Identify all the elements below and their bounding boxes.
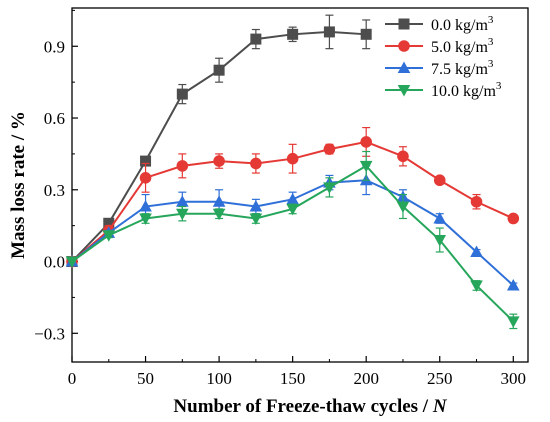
data-point <box>323 182 336 194</box>
y-axis-title: Mass loss rate / % <box>8 111 29 259</box>
x-tick-label: 150 <box>280 369 306 388</box>
series-3 <box>65 150 520 330</box>
data-point <box>323 143 336 155</box>
data-point <box>397 150 409 163</box>
x-tick-label: 0 <box>68 369 77 388</box>
data-point <box>396 201 410 214</box>
legend-label-superscript: 3 <box>496 80 502 92</box>
data-point <box>433 211 447 224</box>
y-tick-label: 0.6 <box>44 109 65 128</box>
legend-label-text: 7.5 kg/m <box>431 61 488 78</box>
data-point <box>470 195 483 208</box>
x-axis-title-text: Number of Freeze-thaw cycles / <box>173 396 432 417</box>
data-point <box>139 200 152 212</box>
data-point <box>433 174 446 187</box>
data-point <box>250 33 262 45</box>
legend-label-superscript: 3 <box>488 36 494 48</box>
legend-item: 5.0 kg/m3 <box>385 36 494 56</box>
legend-marker <box>397 61 411 73</box>
data-point <box>249 200 263 212</box>
data-point <box>176 88 188 100</box>
legend-label: 7.5 kg/m3 <box>431 58 494 78</box>
legend-marker <box>398 40 410 52</box>
legend-item: 7.5 kg/m3 <box>385 58 494 78</box>
data-point <box>359 160 373 173</box>
legend-label: 0.0 kg/m3 <box>431 14 494 34</box>
x-tick-label: 300 <box>501 369 527 388</box>
legend-marker <box>398 18 410 30</box>
data-point <box>176 195 189 207</box>
x-tick-label: 200 <box>353 369 379 388</box>
data-point <box>286 203 299 216</box>
x-tick-label: 50 <box>137 369 154 388</box>
data-point <box>506 278 520 291</box>
data-point <box>176 160 189 172</box>
legend-label-superscript: 3 <box>488 58 494 70</box>
legend-label: 5.0 kg/m3 <box>431 36 494 56</box>
data-point <box>249 213 263 225</box>
y-tick-label: −0.3 <box>34 324 65 343</box>
data-point <box>433 235 447 247</box>
legend-label-superscript: 3 <box>488 14 494 26</box>
data-point <box>360 136 372 148</box>
data-point <box>360 28 372 40</box>
series-layer <box>65 14 520 330</box>
x-tick-label: 250 <box>427 369 453 388</box>
data-point <box>213 155 225 167</box>
data-point <box>139 213 152 225</box>
y-tick-label: 0.3 <box>44 181 65 200</box>
series-2 <box>65 165 520 291</box>
data-point <box>213 64 225 76</box>
data-point <box>286 192 299 205</box>
data-point <box>470 245 483 257</box>
data-point <box>250 157 262 170</box>
data-point <box>140 155 152 167</box>
x-axis-title-variable: N <box>432 396 448 417</box>
legend-label-text: 10.0 kg/m <box>431 83 496 100</box>
legend-marker <box>397 85 411 97</box>
data-point <box>323 26 335 38</box>
axis-ticks: 0 50 100 150 200 250 300 −0.3 0.0 0.3 0.6 0.9 <box>34 9 527 388</box>
legend-label-text: 0.0 kg/m <box>431 17 488 34</box>
data-point <box>65 256 79 269</box>
legend-item: 0.0 kg/m3 <box>385 14 494 34</box>
data-point <box>507 212 520 225</box>
data-point <box>286 152 299 165</box>
legend-label-text: 5.0 kg/m <box>431 39 488 56</box>
y-tick-label: 0.0 <box>44 253 65 272</box>
data-point <box>212 195 226 207</box>
plot-frame <box>71 7 529 363</box>
legend-label: 10.0 kg/m3 <box>431 80 502 100</box>
data-point <box>102 230 116 242</box>
data-point <box>139 172 152 184</box>
data-point <box>470 280 483 292</box>
data-point <box>103 217 115 229</box>
x-tick-label: 100 <box>206 369 232 388</box>
y-tick-label: 0.9 <box>44 37 65 56</box>
data-point <box>176 208 189 221</box>
legend-item: 10.0 kg/m3 <box>385 80 502 100</box>
data-point <box>287 28 299 40</box>
data-point <box>212 208 226 221</box>
data-point <box>506 316 520 328</box>
x-axis-title: Number of Freeze-thaw cycles / N <box>173 396 447 417</box>
